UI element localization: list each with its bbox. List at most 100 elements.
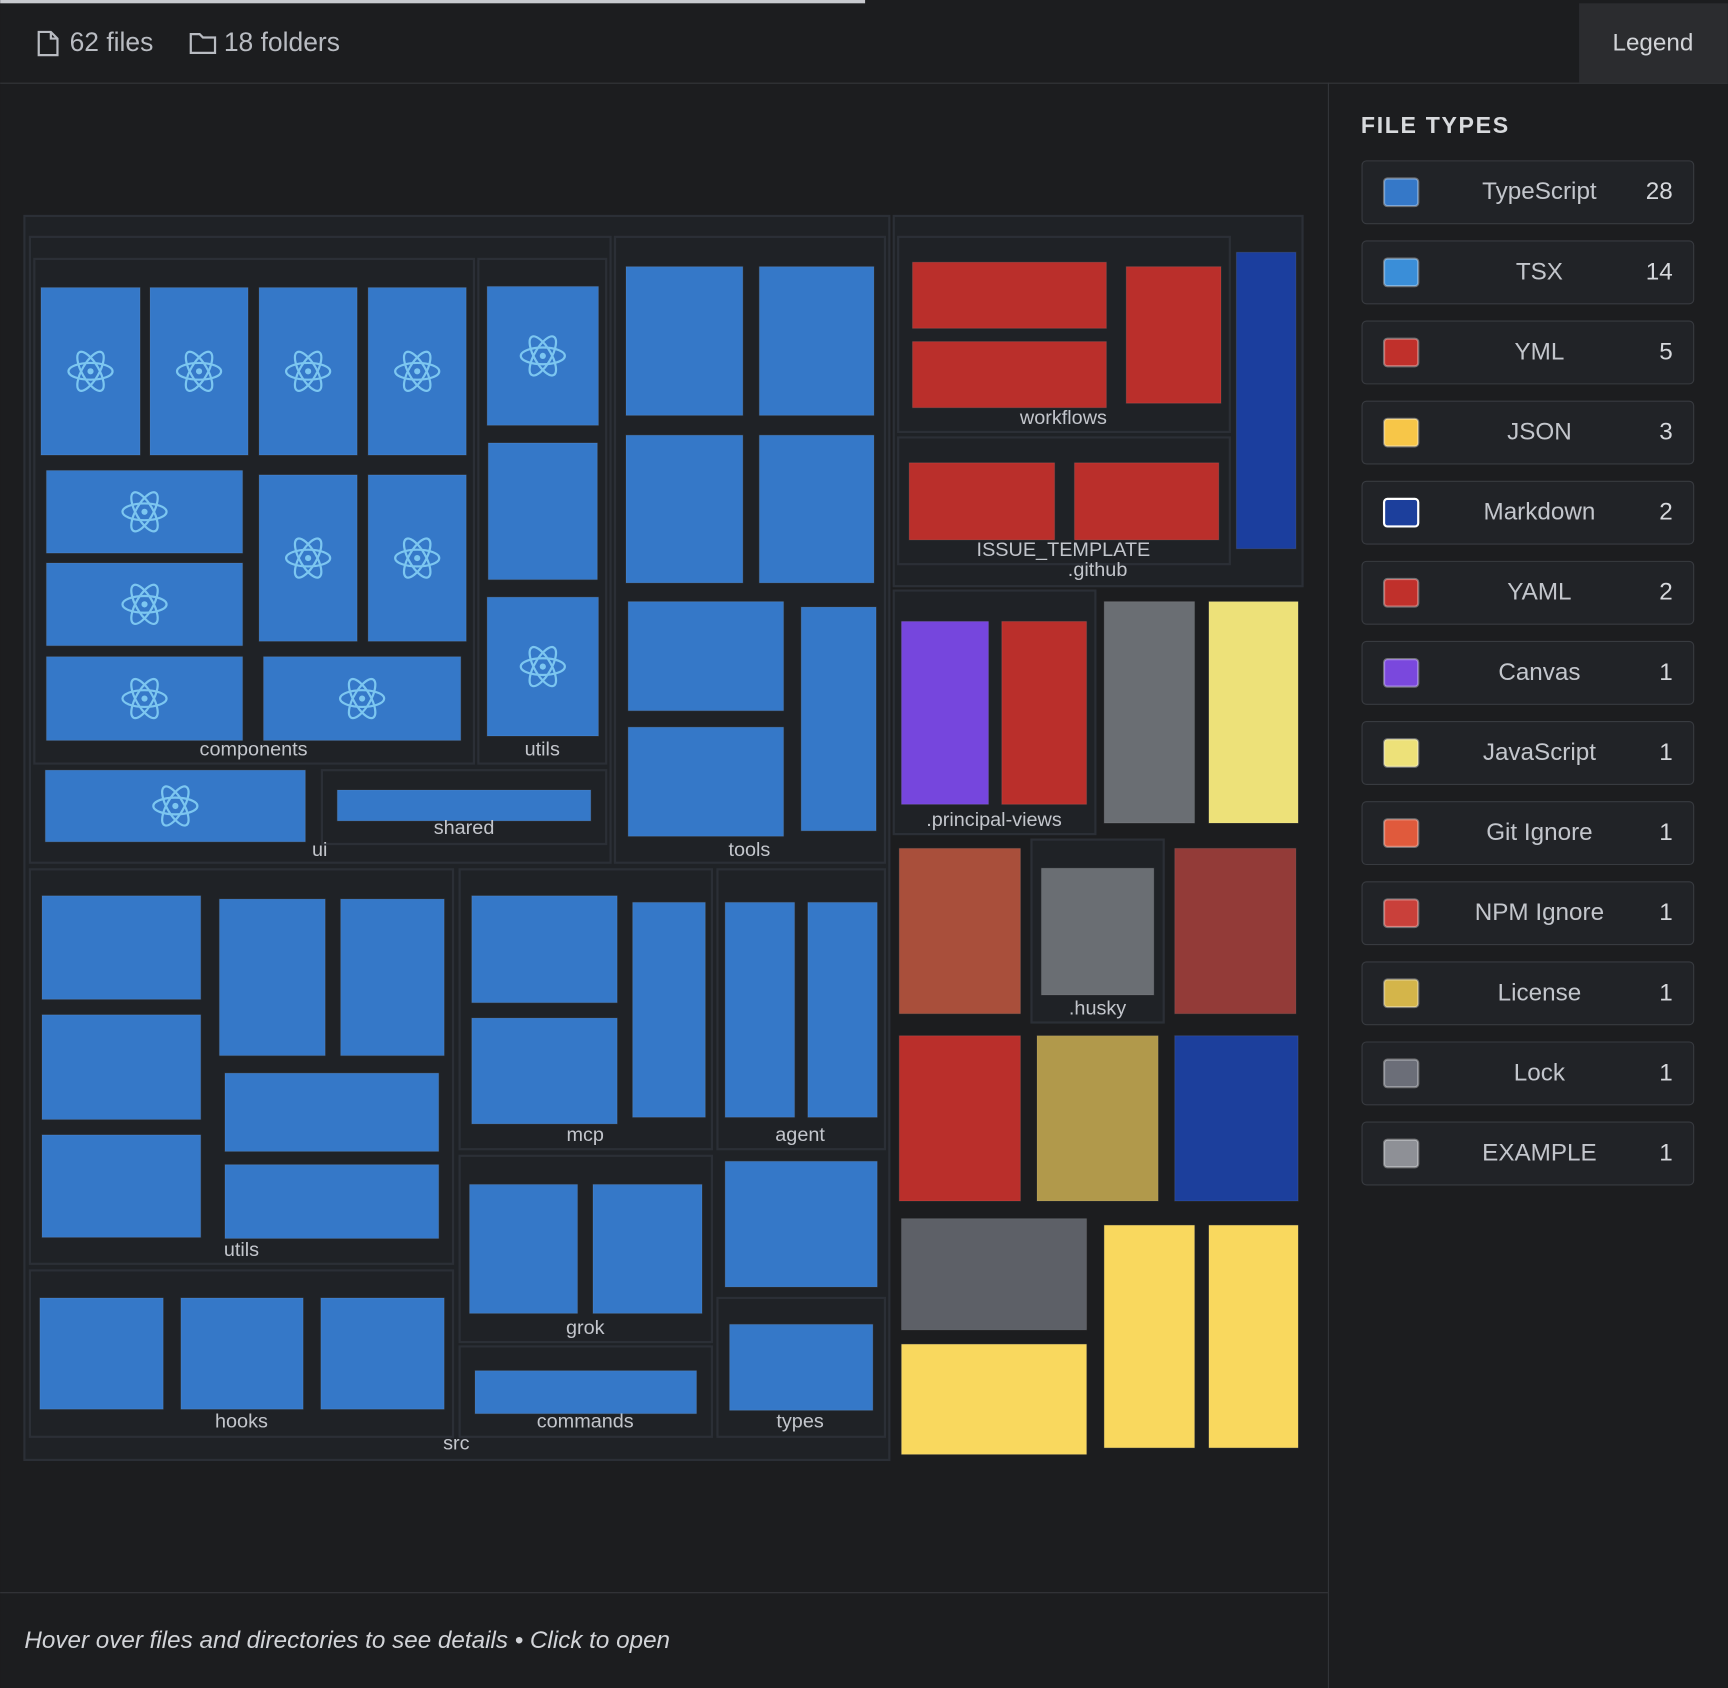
file-tile[interactable] (1073, 462, 1220, 541)
legend-count: 1 (1659, 739, 1672, 766)
legend-name: JSON (1507, 419, 1572, 446)
file-tile[interactable] (468, 1183, 579, 1314)
legend-item[interactable] (1361, 400, 1695, 465)
file-tile[interactable] (41, 1134, 202, 1238)
file-tile[interactable] (724, 1160, 878, 1288)
react-orbit (284, 361, 332, 381)
legend-item[interactable] (1361, 961, 1695, 1026)
legend-item[interactable] (1361, 1121, 1695, 1186)
file-tile[interactable] (474, 1370, 698, 1415)
file-tile[interactable] (625, 266, 744, 416)
file-tile[interactable] (1001, 620, 1088, 805)
file-tile[interactable] (1103, 1224, 1196, 1449)
react-core (414, 554, 421, 562)
legend-button-label[interactable]: Legend (1612, 29, 1693, 56)
react-icon (284, 350, 332, 392)
legend-count: 1 (1659, 659, 1672, 686)
file-tile[interactable] (729, 1323, 874, 1411)
file-tile[interactable] (898, 847, 1022, 1015)
legend-item[interactable] (1361, 240, 1695, 305)
folder-label: .principal-views (926, 809, 1062, 831)
file-tile[interactable] (898, 1035, 1022, 1202)
file-tile[interactable] (1174, 847, 1297, 1015)
react-orbit (402, 537, 432, 579)
file-tile[interactable] (627, 726, 785, 837)
legend-swatch (1382, 497, 1420, 528)
legend-item[interactable] (1361, 560, 1695, 625)
react-orbit (347, 677, 377, 720)
legend-count: 14 (1646, 258, 1673, 285)
file-tile[interactable] (800, 606, 877, 832)
folder-label: grok (566, 1317, 605, 1339)
file-tile[interactable] (471, 1017, 618, 1125)
legend-button[interactable] (1579, 3, 1728, 83)
file-tile[interactable] (1103, 601, 1196, 824)
react-orbit (130, 491, 159, 533)
legend-item[interactable] (1361, 721, 1695, 785)
react-orbit (528, 645, 558, 688)
legend-item[interactable] (1361, 881, 1695, 946)
legend-name: JavaScript (1483, 739, 1596, 766)
react-orbit (76, 350, 105, 392)
file-tile[interactable] (592, 1183, 703, 1314)
file-tile[interactable] (632, 901, 706, 1118)
file-tile[interactable] (340, 898, 445, 1057)
file-tile[interactable] (336, 789, 592, 822)
file-tile[interactable] (807, 901, 878, 1118)
file-tile[interactable] (39, 1297, 164, 1410)
react-orbit (67, 361, 114, 381)
legend-swatch (1382, 257, 1420, 288)
file-tile[interactable] (758, 434, 875, 584)
folder-label: agent (775, 1124, 825, 1146)
file-tile[interactable] (1235, 251, 1297, 550)
file-tile[interactable] (900, 620, 990, 805)
react-icon (519, 335, 566, 377)
file-tile[interactable] (471, 895, 618, 1004)
legend-item[interactable] (1361, 1041, 1695, 1106)
legend-item[interactable] (1361, 160, 1695, 225)
file-tile[interactable] (911, 261, 1107, 329)
file-tile[interactable] (41, 895, 202, 1000)
file-tile[interactable] (1208, 601, 1299, 824)
legend-item[interactable] (1361, 320, 1695, 385)
file-tile[interactable] (41, 1014, 202, 1121)
react-core (141, 695, 148, 702)
legend-swatch (1382, 898, 1420, 929)
progress-bar (0, 0, 866, 4)
file-tile[interactable] (486, 285, 600, 426)
file-tile[interactable] (908, 462, 1056, 541)
legend-item[interactable] (1361, 480, 1695, 545)
file-tile[interactable] (180, 1297, 304, 1410)
file-tile[interactable] (1036, 1035, 1159, 1202)
react-orbit (293, 537, 323, 579)
file-tile[interactable] (224, 1072, 440, 1152)
file-tile[interactable] (487, 442, 598, 581)
legend-name: License (1498, 979, 1582, 1006)
file-tile[interactable] (1208, 1224, 1299, 1449)
file-tile[interactable] (900, 1343, 1088, 1455)
file-tile[interactable] (218, 898, 326, 1057)
file-tile[interactable] (320, 1297, 445, 1410)
file-tile[interactable] (1040, 867, 1155, 996)
file-tile[interactable] (1174, 1035, 1299, 1202)
folder-label: commands (537, 1411, 634, 1433)
react-orbit (528, 645, 558, 688)
legend-count: 1 (1659, 1139, 1672, 1166)
file-tile[interactable] (627, 601, 785, 712)
file-tile[interactable] (911, 341, 1107, 409)
file-tile[interactable] (1125, 266, 1222, 404)
react-orbit (284, 548, 332, 568)
legend-name: TypeScript (1482, 178, 1597, 205)
file-tile[interactable] (625, 434, 744, 584)
file-tile[interactable] (758, 266, 875, 416)
legend-item[interactable] (1361, 640, 1695, 705)
react-orbit (121, 502, 168, 522)
react-core (141, 601, 148, 608)
file-tile[interactable] (224, 1164, 440, 1240)
react-orbit (338, 689, 386, 709)
legend-item[interactable] (1361, 801, 1695, 866)
react-icon (67, 350, 114, 392)
file-tile[interactable] (724, 901, 796, 1118)
file-tile[interactable] (900, 1218, 1088, 1331)
react-orbit (394, 548, 441, 568)
